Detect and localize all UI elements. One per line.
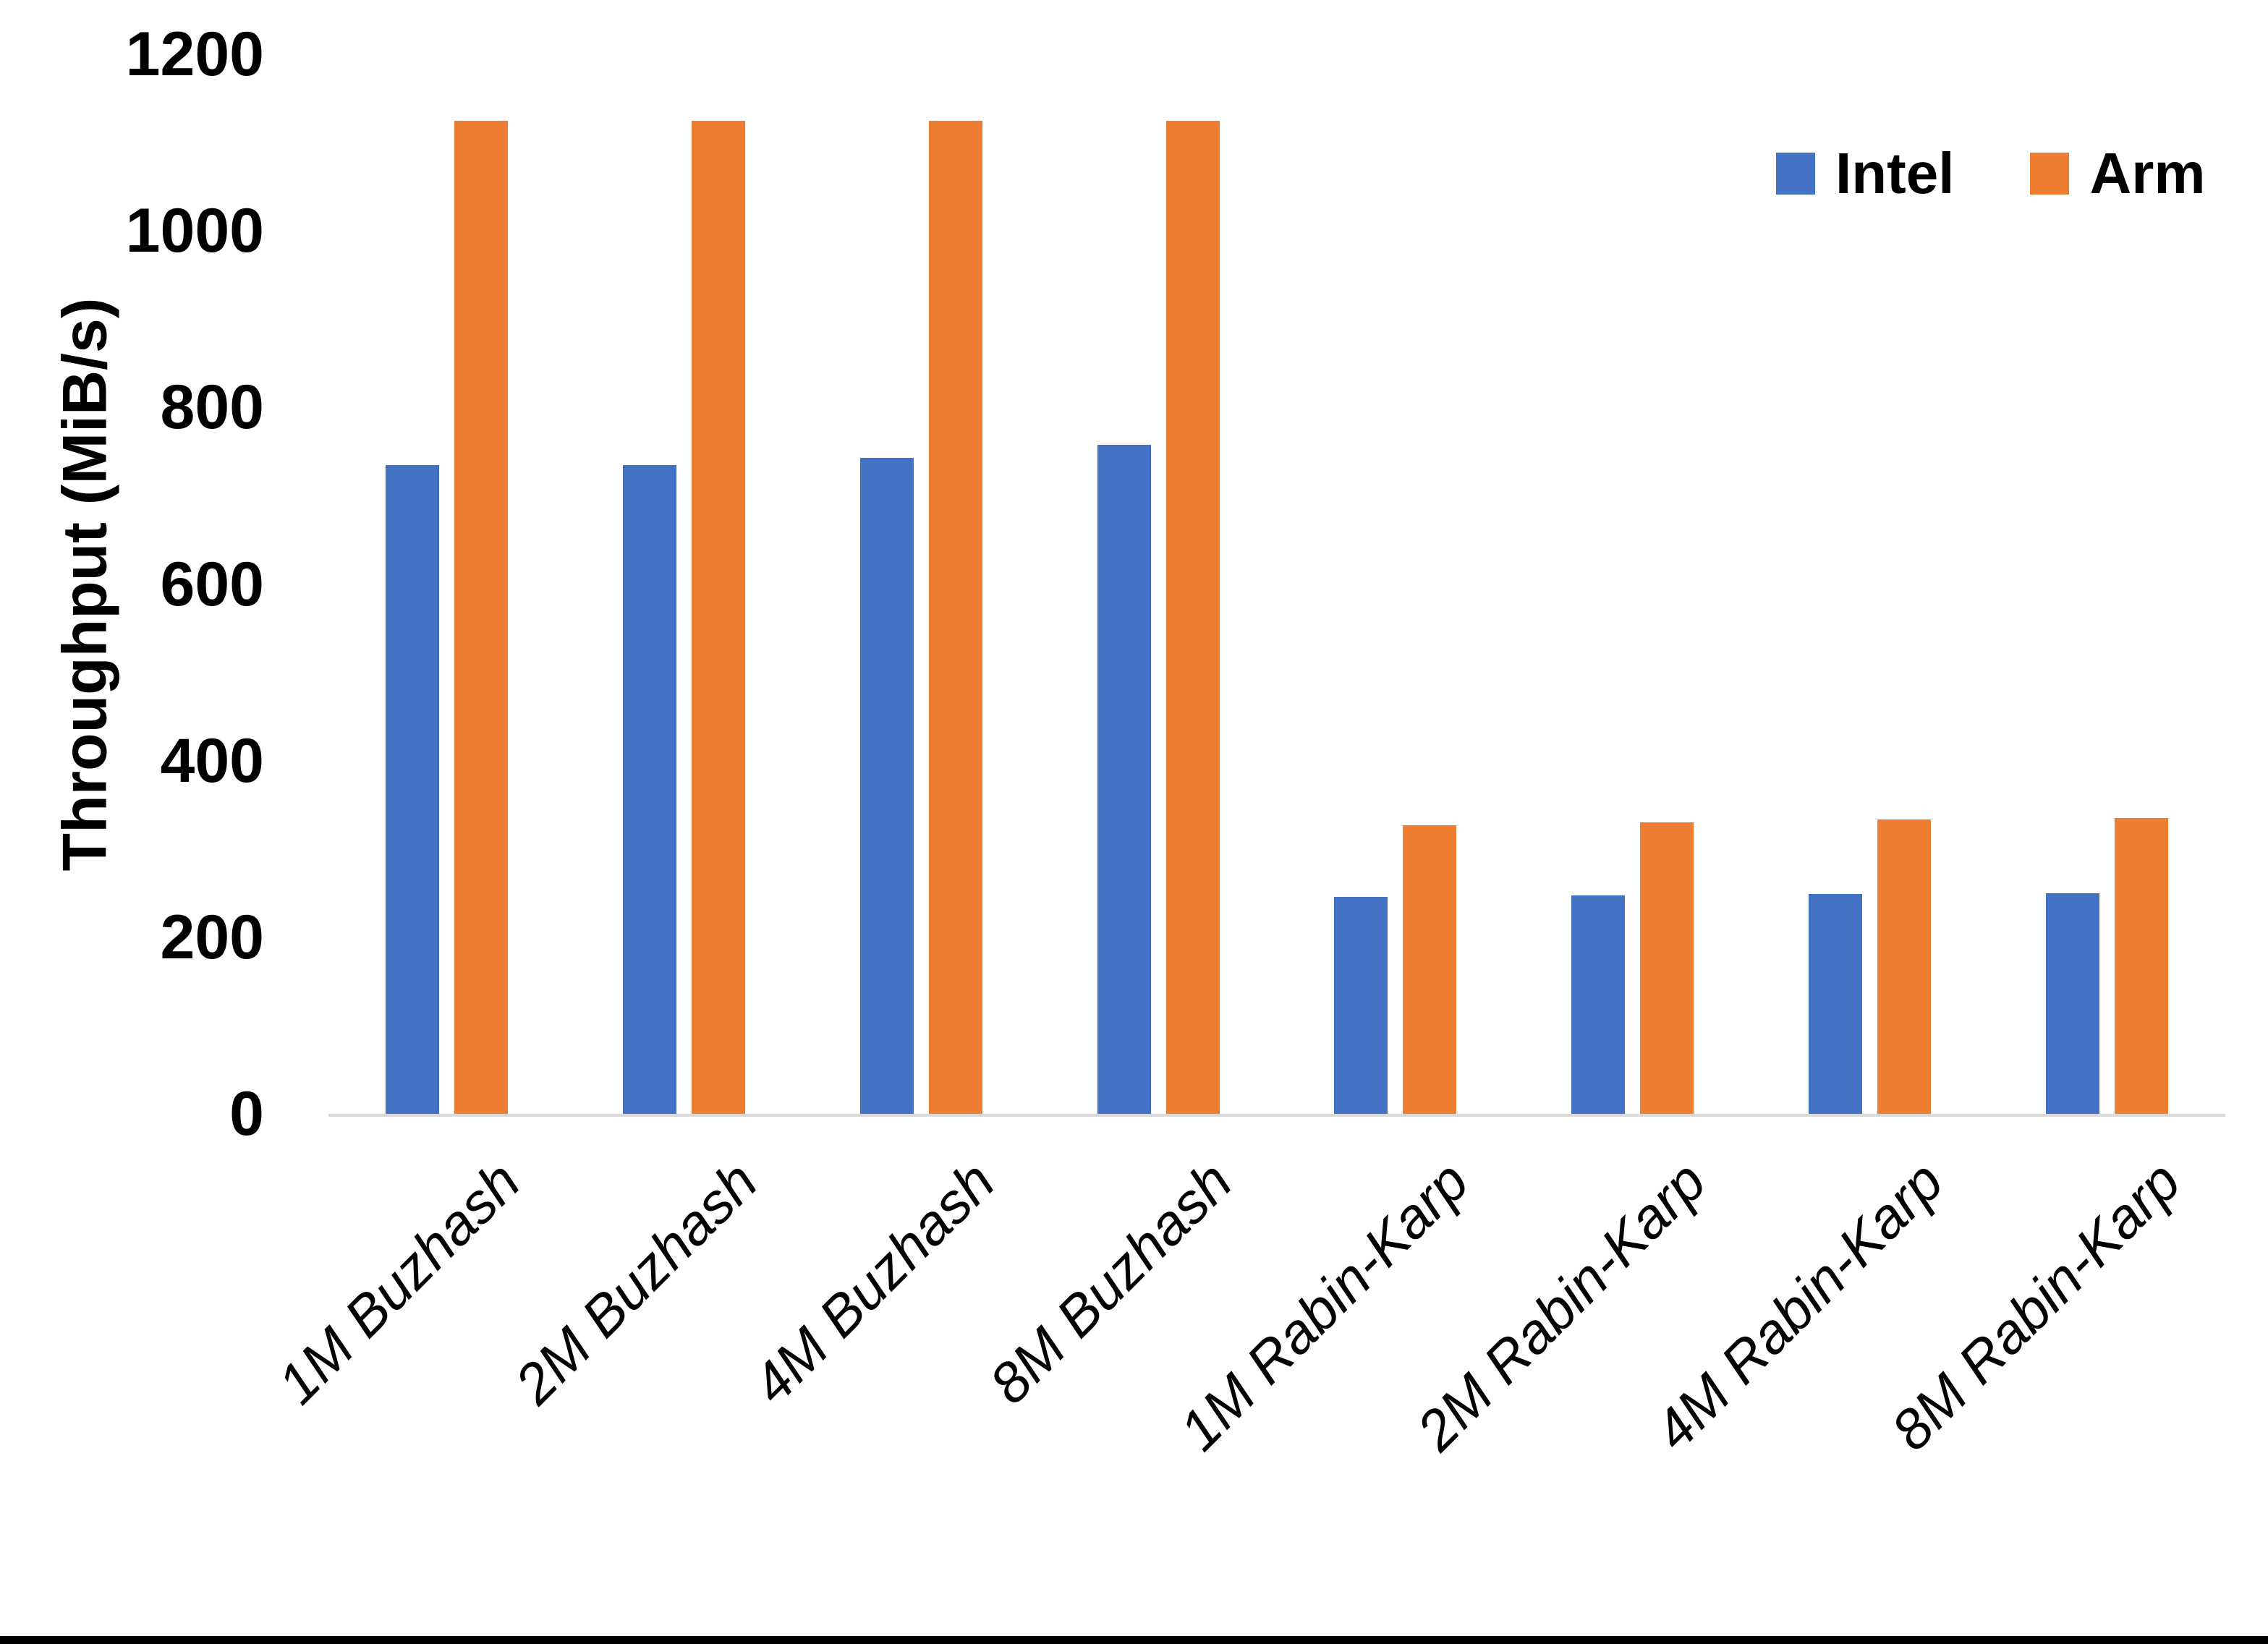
bar-intel-8 [2045, 893, 2099, 1114]
bar-arm-2 [692, 120, 746, 1114]
legend-item-intel: Intel [1776, 145, 1954, 203]
bar-arm-4 [1165, 120, 1220, 1114]
bar-arm-6 [1640, 822, 1694, 1114]
y-tick-label-1200: 1200 [125, 20, 264, 89]
bar-arm-7 [1877, 819, 1931, 1114]
bar-intel-4 [1097, 444, 1151, 1114]
bar-arm-1 [454, 120, 509, 1114]
page-bottom-border [0, 1636, 2268, 1644]
bar-intel-1 [386, 464, 440, 1114]
intel-swatch-icon [1776, 153, 1815, 195]
x-category-label-4: 8M Buzhash [977, 1149, 1244, 1416]
bar-intel-2 [623, 464, 677, 1114]
bar-intel-6 [1571, 895, 1626, 1114]
plot-area [328, 54, 2225, 1114]
x-axis-line [328, 1114, 2225, 1117]
y-tick-label-600: 600 [160, 549, 265, 619]
bar-intel-5 [1334, 896, 1388, 1114]
y-tick-label-800: 800 [160, 372, 265, 443]
bar-arm-3 [928, 120, 982, 1114]
y-tick-label-200: 200 [160, 902, 265, 972]
arm-swatch-icon [2030, 153, 2070, 195]
bar-arm-8 [2114, 818, 2168, 1114]
bar-intel-7 [1808, 894, 1862, 1114]
legend-item-arm: Arm [2030, 141, 2206, 205]
x-category-label-2: 2M Buzhash [502, 1149, 770, 1416]
y-tick-label-0: 0 [229, 1079, 264, 1149]
x-category-label-3: 4M Buzhash [739, 1149, 1007, 1416]
bar-intel-3 [859, 457, 914, 1114]
x-category-label-1: 1M Buzhash [265, 1149, 532, 1416]
legend: Intel Arm [1776, 145, 2206, 203]
y-tick-label-400: 400 [160, 725, 265, 796]
bar-arm-5 [1403, 825, 1457, 1114]
legend-label-arm: Arm [2089, 141, 2206, 205]
y-tick-label-1000: 1000 [125, 196, 264, 266]
legend-label-intel: Intel [1835, 141, 1955, 205]
